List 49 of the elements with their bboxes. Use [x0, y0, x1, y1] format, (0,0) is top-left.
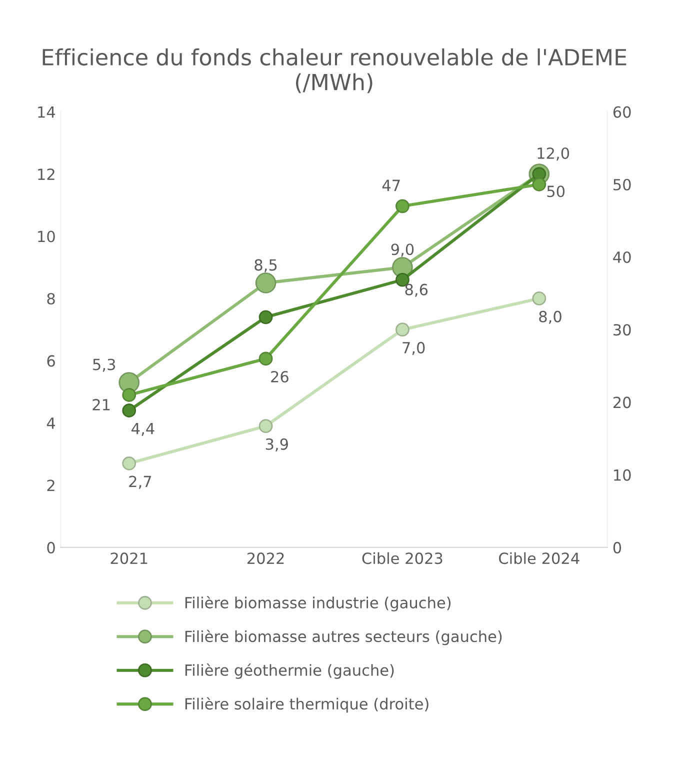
data-label: 8,0 — [539, 310, 562, 324]
data-label: 26 — [271, 370, 288, 383]
point — [122, 456, 136, 470]
point — [258, 310, 273, 324]
legend-label: Filière solaire thermique (droite) — [185, 697, 428, 713]
y2-tick-label: 30 — [614, 324, 631, 336]
point — [396, 199, 410, 214]
data-label: 5,3 — [93, 358, 116, 372]
point — [122, 404, 136, 418]
point — [255, 272, 276, 294]
y-tick-label: 2 — [47, 480, 54, 491]
x-tick-label: 2021 — [110, 552, 148, 564]
data-label: 12,0 — [538, 147, 570, 161]
y-tick-label: 4 — [46, 418, 56, 429]
data-label: 50 — [547, 186, 565, 198]
y2-tick-label: 40 — [613, 251, 631, 264]
point — [396, 322, 410, 337]
data-label: 4,4 — [132, 423, 154, 436]
data-label: 3,9 — [266, 438, 288, 452]
x-tick-label: Cible 2023 — [362, 552, 442, 564]
point — [532, 292, 546, 306]
y-tick-label: 10 — [38, 230, 55, 242]
data-label: 47 — [382, 180, 400, 191]
y-tick-label: 6 — [47, 355, 55, 367]
data-label: 21 — [92, 398, 110, 410]
point — [258, 352, 273, 366]
chart-title: Efficience du fonds chaleur renouvelable de l'ADEME (/MWh) — [42, 48, 626, 94]
legend-label: Filière géothermie (gauche) — [185, 663, 394, 679]
y-tick-label: 12 — [38, 168, 54, 180]
point — [122, 388, 136, 402]
y-tick-label: 0 — [47, 542, 55, 554]
x-tick-label: 2022 — [247, 552, 284, 564]
data-label: 8,5 — [254, 259, 277, 272]
point — [258, 419, 273, 434]
y2-tick-label: 20 — [613, 396, 631, 408]
y2-tick-label: 60 — [613, 106, 631, 118]
data-label: 2,7 — [129, 476, 152, 489]
y-tick-label: 14 — [38, 106, 56, 118]
data-label: 9,0 — [391, 244, 414, 257]
legend-label: Filière biomasse autres secteurs (gauche) — [185, 630, 502, 646]
point — [532, 177, 546, 192]
y2-tick-label: 10 — [614, 469, 631, 481]
x-tick-label: Cible 2024 — [499, 552, 580, 564]
y2-tick-label: 50 — [614, 178, 631, 190]
y-tick-label: 8 — [47, 292, 55, 305]
data-label: 8,6 — [405, 284, 428, 297]
y2-tick-label: 0 — [613, 542, 622, 554]
data-label: 7,0 — [402, 342, 425, 356]
legend-label: Filière biomasse industrie (gauche) — [185, 596, 451, 612]
